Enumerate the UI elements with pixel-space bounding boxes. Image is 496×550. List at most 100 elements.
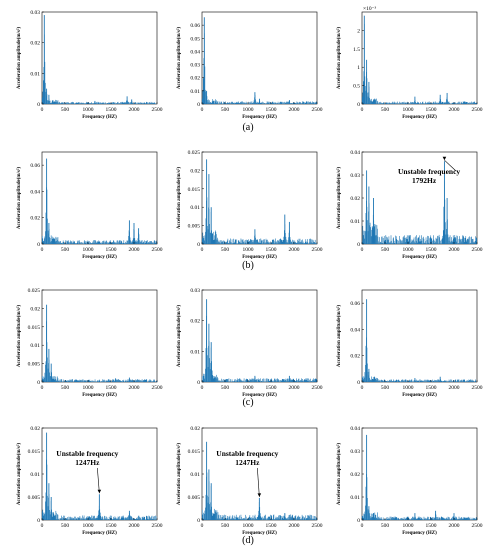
- y-tick-label: 0.025: [28, 288, 41, 294]
- annotation-value: 1247Hz: [75, 458, 100, 467]
- x-tick-label: 0: [201, 385, 204, 391]
- x-tick-label: 2000: [129, 247, 140, 253]
- figure-row-1: (a)0 500 1000 1500 2000 250000.010.020.03Freq…: [16, 6, 483, 133]
- y-tick-label: 0: [37, 102, 40, 108]
- x-tick-label: 500: [381, 385, 390, 391]
- y-axis-label: Acceleration amplitude(m/s²): [16, 443, 22, 506]
- annotation-text: Unstable frequency: [56, 449, 118, 458]
- chart-a2: 0 500 1000 1500 2000 2500 0 0.01 0.02 0.03 0.04 0.0…: [176, 11, 323, 120]
- x-tick-label: 0: [41, 247, 44, 253]
- x-axis-label: Frequency (HZ): [82, 531, 117, 536]
- x-tick-label: 2000: [289, 107, 300, 113]
- plot-area: [41, 289, 158, 383]
- x-tick-label: 2500: [152, 385, 163, 391]
- x-axis-label: Frequency (HZ): [242, 115, 277, 120]
- x-tick-label: 2000: [449, 247, 460, 253]
- x-tick-label: 1500: [106, 385, 117, 391]
- y-tick-label: 0.025: [188, 150, 201, 156]
- y-tick-label: 0.015: [188, 187, 201, 193]
- y-tick-label: 1.5: [353, 47, 360, 53]
- y-tick-label: 0.04: [190, 49, 200, 55]
- y-axis-label: Acceleration amplitude(m/s²): [176, 443, 182, 506]
- x-tick-label: 2000: [449, 385, 460, 391]
- spectrum-series: [361, 299, 478, 382]
- x-tick-label: 1500: [106, 107, 117, 113]
- spectrum-series: [41, 158, 158, 244]
- y-tick-label: 0.04: [350, 426, 360, 432]
- x-tick-label: 500: [61, 523, 70, 529]
- annotation-arrowhead: [97, 489, 102, 494]
- spectrum-series: [41, 15, 158, 104]
- plot-area: [41, 11, 158, 105]
- x-tick-label: 2500: [152, 107, 163, 113]
- x-tick-label: 1500: [426, 107, 437, 113]
- x-tick-label: 1000: [403, 523, 414, 529]
- y-tick-label: 0.02: [190, 76, 200, 82]
- x-axis-label: Frequency (HZ): [242, 255, 277, 260]
- plot-area: [201, 151, 318, 245]
- x-tick-label: 2000: [129, 107, 140, 113]
- x-axis-label: Frequency (HZ): [82, 255, 117, 260]
- annotation-arrow: [444, 159, 457, 172]
- spectrum-series: [41, 304, 158, 382]
- y-tick-label: 0.02: [190, 168, 200, 174]
- x-tick-label: 0: [41, 107, 44, 113]
- y-tick-label: 0.02: [350, 472, 360, 478]
- x-tick-label: 500: [221, 385, 230, 391]
- x-tick-label: 2500: [152, 523, 163, 529]
- x-tick-label: 2000: [449, 107, 460, 113]
- y-tick-label: 1: [357, 65, 360, 71]
- y-tick-label: 0.04: [350, 150, 360, 156]
- x-tick-label: 2000: [289, 385, 300, 391]
- y-tick-label: 0.01: [190, 205, 200, 211]
- y-tick-label: 0.01: [190, 472, 200, 478]
- x-axis-label: Frequency (HZ): [82, 115, 117, 120]
- x-tick-label: 2500: [312, 523, 323, 529]
- y-tick-label: 0.06: [350, 301, 360, 307]
- x-tick-label: 2000: [289, 247, 300, 253]
- x-axis-label: Frequency (HZ): [402, 393, 437, 398]
- y-tick-label: 0.03: [190, 63, 200, 69]
- y-tick-label: 0: [357, 102, 360, 108]
- x-tick-label: 500: [221, 107, 230, 113]
- y-tick-label: 0: [37, 518, 40, 524]
- annotation-value: 1792Hz: [412, 176, 437, 185]
- x-axis-label: Frequency (HZ): [402, 531, 437, 536]
- x-tick-label: 2500: [472, 385, 483, 391]
- chart-c3: 0 500 1000 1500 2000 2500 0 0.02 0.04 0.06 Frequen…: [336, 289, 483, 398]
- x-tick-label: 1000: [243, 247, 254, 253]
- plot-area: [361, 11, 478, 105]
- y-tick-label: 0.02: [350, 196, 360, 202]
- y-tick-label: 0.01: [190, 89, 200, 95]
- y-tick-label: 2: [357, 28, 360, 34]
- x-tick-label: 2500: [152, 247, 163, 253]
- y-axis-label: Acceleration amplitude(m/s²): [176, 27, 182, 90]
- x-tick-label: 0: [201, 523, 204, 529]
- y-exponent-label: ×10⁻³: [363, 6, 377, 12]
- annotation-value: 1247Hz: [235, 458, 260, 467]
- x-tick-label: 500: [381, 107, 390, 113]
- x-tick-label: 0: [361, 107, 364, 113]
- x-tick-label: 1000: [403, 385, 414, 391]
- annotation-arrowhead: [257, 493, 262, 497]
- y-tick-label: 0.005: [188, 495, 201, 501]
- y-tick-label: 0: [357, 242, 360, 248]
- x-tick-label: 1000: [403, 107, 414, 113]
- y-tick-label: 0.02: [30, 41, 40, 47]
- plot-area: [201, 289, 318, 383]
- spectrum-series: [361, 15, 478, 104]
- spectrum-series: [201, 17, 318, 104]
- x-tick-label: 2000: [449, 523, 460, 529]
- y-tick-label: 0.02: [30, 216, 40, 222]
- y-axis-label: Acceleration amplitude(m/s²): [336, 167, 342, 230]
- y-tick-label: 0.005: [188, 224, 201, 230]
- x-tick-label: 0: [361, 385, 364, 391]
- x-tick-label: 500: [61, 385, 70, 391]
- annotation-arrow: [97, 467, 100, 494]
- x-tick-label: 1500: [426, 247, 437, 253]
- x-tick-label: 1500: [106, 523, 117, 529]
- plot-area: [361, 151, 478, 245]
- annotation-text: Unstable frequency: [216, 449, 278, 458]
- y-tick-label: 0.01: [350, 219, 360, 225]
- y-axis-label: Acceleration amplitude(m/s²): [16, 167, 22, 230]
